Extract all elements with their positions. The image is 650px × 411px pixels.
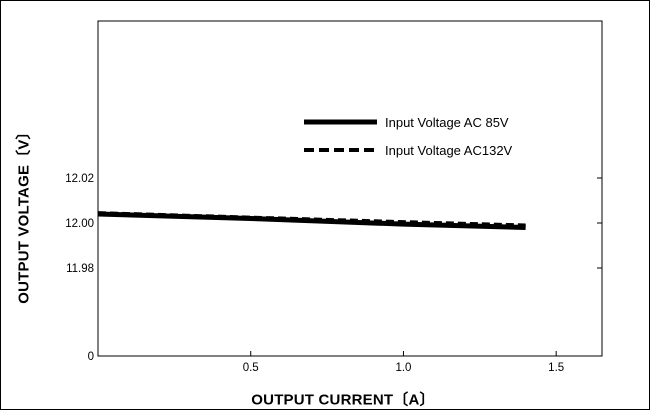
y-tick-label: 11.98	[66, 263, 94, 275]
legend-label-1: Input Voltage AC 85V	[385, 115, 509, 130]
y-tick-label: 0	[88, 351, 94, 363]
x-tick-label: 0.5	[243, 362, 259, 374]
x-tick-label: 1.0	[395, 362, 411, 374]
x-tick-label: 1.5	[548, 362, 564, 374]
plot-frame	[97, 20, 603, 357]
y-axis-label: OUTPUT VOLTAGE〔V〕	[15, 124, 33, 304]
legend-label-2: Input Voltage AC132V	[385, 143, 513, 158]
series-line-2	[97, 211, 526, 227]
y-tick-label: 12.00	[65, 218, 94, 230]
y-tick-label: 12.02	[65, 173, 94, 185]
x-axis-label: OUTPUT CURRENT〔A〕	[251, 391, 435, 409]
